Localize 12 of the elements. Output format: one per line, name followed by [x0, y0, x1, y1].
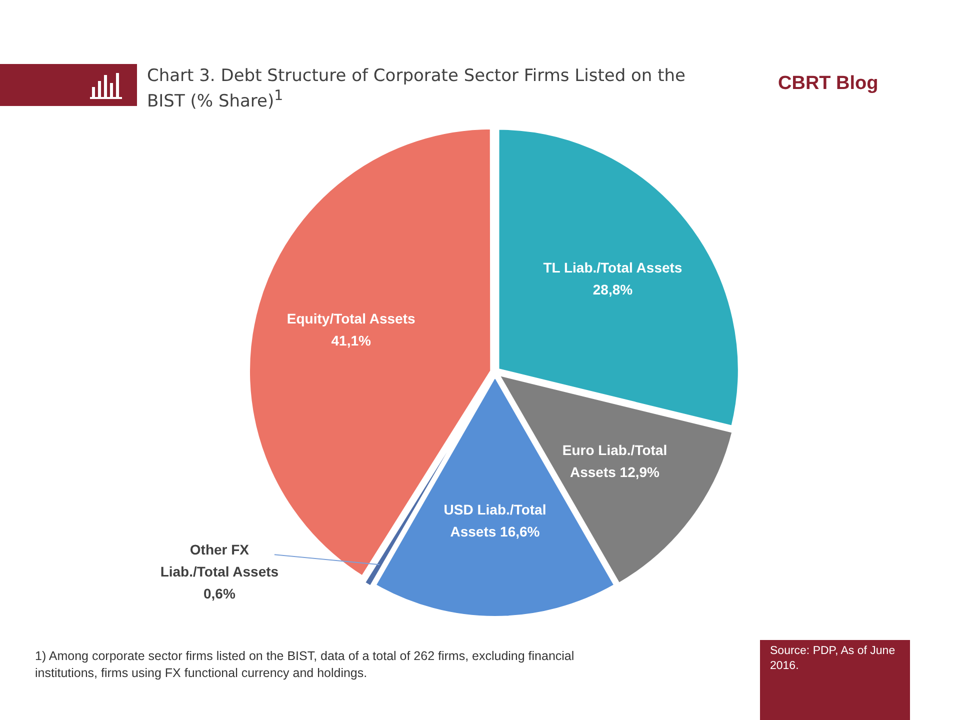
text: 1) Among corporate sector firms listed on the BIST, data of a total of 262 firms, excluding financial institutions, firms using FX functional currency and holdings.	[35, 648, 576, 682]
slice-label: TL Liab./Total Assets	[543, 259, 682, 276]
slice-label: Equity/Total Assets	[286, 310, 416, 327]
data-label: 41,1%	[331, 332, 372, 349]
text: CBRT Blog	[778, 73, 878, 95]
slice-label: Other FX Liab./Total Assets	[160, 541, 279, 580]
slice-label: USD Liab./Total Assets 16,6%	[444, 502, 546, 540]
chart-title: Chart 3. Debt Structure of Corporate Sector Firms Listed on the BIST (% Share)$^{1}$	[147, 66, 686, 112]
source-note: Source: PDP, As of June 2016.	[760, 640, 910, 720]
data-label: 28,8%	[592, 281, 634, 298]
slice-label: Euro Liab./Total Assets 12,9%	[562, 442, 668, 480]
data-label: 0,6%	[204, 585, 236, 602]
